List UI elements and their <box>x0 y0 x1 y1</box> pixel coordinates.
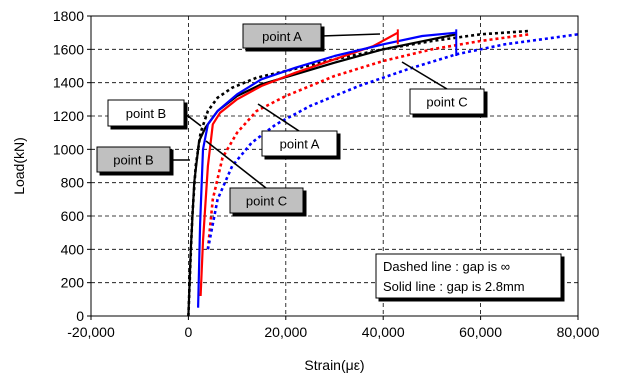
y-tick-label: 1200 <box>53 108 84 124</box>
callout-point-C-2: point C <box>401 61 485 115</box>
callout-point-B-4: point B <box>96 146 190 173</box>
note-line-1: Solid line : gap is 2.8mm <box>383 279 525 294</box>
annotations: point A point B point C point A point B point… <box>96 23 562 299</box>
callout-label: point A <box>280 137 320 152</box>
callout-pointer <box>401 61 448 90</box>
callout-box <box>409 88 485 115</box>
callout-label: point A <box>262 29 302 44</box>
y-tick-label: 0 <box>76 308 84 324</box>
line-style-note: Dashed line : gap is ∞ Solid line : gap i… <box>375 253 562 299</box>
callout-label: point C <box>426 95 467 110</box>
callout-pointer <box>183 112 202 127</box>
series-line-1 <box>206 33 530 250</box>
callout-pointer <box>320 33 381 37</box>
x-tick-label: 0 <box>185 324 193 340</box>
callout-box <box>242 23 322 49</box>
callout-point-A-0: point A <box>242 23 381 49</box>
y-tick-label: 1400 <box>53 75 84 91</box>
callout-point-B-1: point B <box>107 99 202 127</box>
y-tick-label: 200 <box>61 275 85 291</box>
series-lines <box>187 29 579 317</box>
callout-box <box>107 99 185 127</box>
y-tick-label: 1600 <box>53 41 84 57</box>
y-axis-title: Load(kN) <box>11 137 27 195</box>
callout-label: point C <box>246 194 287 209</box>
x-tick-label: 20,000 <box>264 324 307 340</box>
y-tick-label: 1000 <box>53 141 84 157</box>
x-tick-label: 40,000 <box>362 324 405 340</box>
series-line-5 <box>197 31 457 308</box>
x-tick-label: -20,000 <box>67 324 115 340</box>
callout-pointer <box>205 140 267 189</box>
x-tick-label: 80,000 <box>557 324 600 340</box>
y-tick-label: 600 <box>61 208 85 224</box>
note-line-0: Dashed line : gap is ∞ <box>383 259 510 274</box>
y-tick-label: 400 <box>61 241 85 257</box>
callout-label: point B <box>113 153 153 168</box>
note-box <box>375 253 562 299</box>
axes: 0 200 400 600 800 1000 1200 1400 1600 1800 -20,000… <box>11 8 600 373</box>
series-line-4 <box>199 31 399 297</box>
x-tick-label: 60,000 <box>459 324 502 340</box>
grid <box>90 15 579 317</box>
callout-label: point B <box>126 106 166 121</box>
x-axis-title: Strain(με) <box>304 357 364 373</box>
y-tick-label: 800 <box>61 175 85 191</box>
callout-pointer <box>257 103 300 132</box>
y-tick-label: 1800 <box>53 8 84 24</box>
callout-box <box>261 130 338 157</box>
callout-point-C-5: point C <box>205 140 304 214</box>
series-line-3 <box>187 33 457 317</box>
callout-box <box>229 187 304 214</box>
callout-box <box>96 146 171 173</box>
callout-point-A-3: point A <box>257 103 338 157</box>
